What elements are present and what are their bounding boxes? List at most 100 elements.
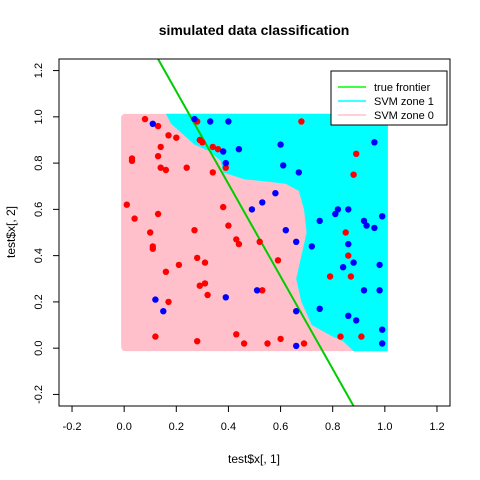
y-tick-label: 0.8 — [33, 155, 45, 170]
data-point-class-0 — [345, 252, 352, 259]
data-point-class-0 — [152, 333, 159, 340]
x-tick-label: 0.2 — [169, 421, 184, 433]
data-point-class-0 — [183, 164, 190, 171]
data-point-class-1 — [360, 287, 368, 294]
data-point-class-1 — [222, 159, 229, 167]
data-point-class-0 — [326, 273, 334, 280]
y-tick-label: 0.2 — [33, 294, 45, 309]
data-point-class-0 — [342, 229, 349, 236]
data-point-class-1 — [353, 317, 360, 324]
data-point-class-1 — [207, 118, 214, 125]
data-point-class-0 — [204, 291, 211, 299]
y-tick-label: 0.6 — [33, 202, 45, 217]
data-point-class-0 — [214, 146, 222, 153]
data-point-class-1 — [248, 206, 256, 213]
data-point-class-0 — [209, 143, 216, 151]
data-point-class-1 — [191, 115, 198, 123]
data-point-class-1 — [149, 120, 156, 128]
data-point-class-0 — [165, 132, 172, 139]
data-point-class-0 — [300, 340, 308, 347]
data-point-class-0 — [358, 333, 365, 340]
data-point-class-0 — [162, 268, 170, 275]
data-point-class-1 — [308, 243, 315, 250]
data-point-class-0 — [175, 261, 183, 269]
data-point-class-1 — [345, 312, 352, 319]
x-tick-label: 0.8 — [325, 421, 340, 433]
data-point-class-1 — [272, 190, 279, 197]
data-point-class-1 — [379, 213, 386, 220]
y-axis: -0.2 0.0 0.2 0.4 0.6 0.8 1.0 1.2 — [33, 63, 60, 404]
y-tick-label: 1.2 — [33, 63, 45, 78]
data-point-class-0 — [256, 238, 263, 245]
data-point-class-1 — [225, 118, 232, 125]
data-point-class-1 — [235, 146, 243, 153]
data-point-class-1 — [280, 162, 287, 169]
data-point-class-1 — [316, 217, 323, 225]
data-point-class-1 — [376, 287, 383, 294]
data-point-class-1 — [160, 308, 167, 315]
data-point-class-0 — [209, 169, 216, 176]
data-point-class-0 — [128, 155, 136, 162]
data-point-class-0 — [154, 122, 162, 130]
data-point-class-0 — [274, 257, 282, 264]
data-point-class-0 — [191, 227, 198, 234]
data-point-class-0 — [201, 280, 209, 287]
data-point-class-0 — [298, 118, 305, 125]
x-axis-label: test$x[, 1] — [228, 452, 280, 466]
data-point-class-0 — [173, 134, 180, 141]
data-point-class-0 — [225, 222, 232, 229]
data-point-class-1 — [295, 169, 302, 176]
data-point-class-0 — [162, 166, 170, 174]
x-tick-label: 1.2 — [429, 421, 444, 433]
data-point-class-0 — [240, 340, 248, 347]
data-point-class-1 — [152, 296, 159, 303]
data-point-class-0 — [149, 243, 156, 250]
x-tick-label: -0.2 — [63, 421, 82, 433]
data-point-class-0 — [337, 333, 344, 340]
legend-label-true-frontier: true frontier — [374, 82, 431, 94]
data-point-class-1 — [360, 217, 368, 225]
legend-label-svm-zone-0: SVM zone 0 — [374, 110, 434, 122]
x-tick-label: 0.6 — [273, 421, 288, 433]
data-point-class-0 — [157, 164, 164, 171]
data-point-class-1 — [345, 206, 352, 213]
data-point-class-1 — [293, 238, 300, 245]
data-point-class-0 — [154, 210, 162, 218]
data-point-class-0 — [220, 203, 227, 211]
data-point-class-0 — [277, 335, 284, 343]
data-point-class-0 — [141, 115, 149, 123]
legend: true frontier SVM zone 1 SVM zone 0 — [330, 70, 448, 126]
y-tick-label: 1.0 — [33, 109, 45, 124]
data-point-class-1 — [220, 148, 227, 155]
y-tick-label: -0.2 — [33, 385, 45, 404]
svm-zones — [121, 113, 388, 352]
data-point-class-0 — [233, 331, 240, 338]
data-point-class-0 — [154, 153, 162, 160]
x-tick-label: 0.0 — [117, 421, 132, 433]
data-point-class-1 — [371, 139, 378, 146]
data-point-class-1 — [293, 342, 300, 350]
y-tick-label: 0.4 — [33, 248, 45, 263]
data-point-class-1 — [345, 240, 352, 248]
data-point-class-0 — [347, 273, 355, 280]
data-point-class-1 — [277, 141, 284, 148]
data-point-class-1 — [334, 206, 342, 213]
x-tick-label: 1.0 — [377, 421, 392, 433]
y-axis-label: test$x[, 2] — [4, 206, 18, 258]
data-point-class-0 — [353, 150, 360, 157]
points-layer — [123, 115, 386, 350]
true-frontier-line — [157, 59, 355, 406]
frontier-layer — [157, 59, 355, 406]
data-point-class-0 — [350, 171, 357, 178]
data-point-class-0 — [222, 164, 229, 171]
legend-label-svm-zone-1: SVM zone 1 — [374, 96, 434, 108]
data-point-class-0 — [194, 338, 201, 345]
data-point-class-0 — [199, 139, 206, 146]
data-point-class-0 — [194, 254, 201, 262]
data-point-class-1 — [222, 294, 229, 301]
chart-title: simulated data classification — [159, 22, 350, 38]
data-point-class-0 — [259, 287, 266, 294]
data-point-class-0 — [235, 240, 243, 248]
x-axis: -0.2 0.0 0.2 0.4 0.6 0.8 1.0 1.2 — [63, 405, 445, 433]
